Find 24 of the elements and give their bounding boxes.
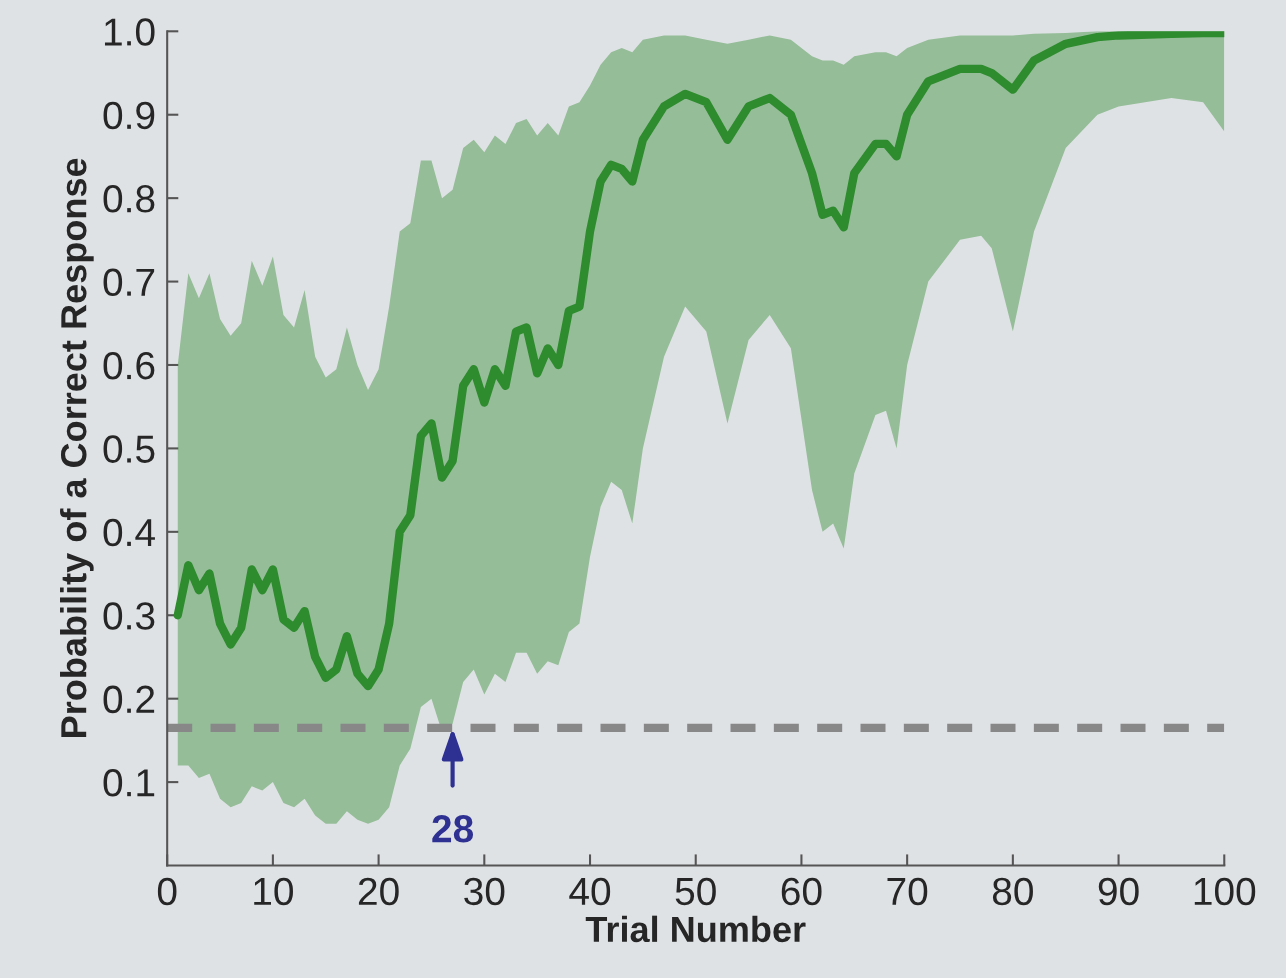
y-axis-title: Probability of a Correct Response (60, 158, 94, 737)
x-tick-label: 50 (675, 877, 716, 906)
x-tick-label: 30 (464, 877, 505, 906)
y-tick-label: 0.8 (103, 185, 155, 213)
x-tick-label: 60 (781, 877, 822, 906)
x-tick-label: 0 (157, 877, 177, 906)
y-tick-label: 0.5 (103, 435, 155, 463)
x-tick-label: 40 (569, 877, 611, 906)
annotation: 28 (432, 815, 474, 843)
y-tick-label: 0.1 (103, 769, 155, 797)
y-tick-label: 0.6 (103, 351, 155, 380)
y-tick-label: 0.2 (103, 685, 155, 714)
x-tick-label: 100 (1194, 877, 1256, 906)
x-tick-label: 20 (358, 877, 399, 906)
x-tick-label: 10 (254, 877, 293, 906)
y-tick-label: 1.0 (104, 18, 155, 46)
y-tick-label: 0.3 (103, 602, 155, 630)
x-tick-label: 70 (887, 877, 928, 906)
y-tick-label: 0.9 (103, 101, 155, 130)
x-tick-label: 80 (992, 877, 1033, 906)
y-tick-label: 0.4 (103, 518, 155, 547)
x-axis-title: Trial Number (585, 915, 806, 943)
y-tick-label: 0.7 (103, 268, 155, 297)
x-tick-label: 90 (1098, 877, 1139, 906)
